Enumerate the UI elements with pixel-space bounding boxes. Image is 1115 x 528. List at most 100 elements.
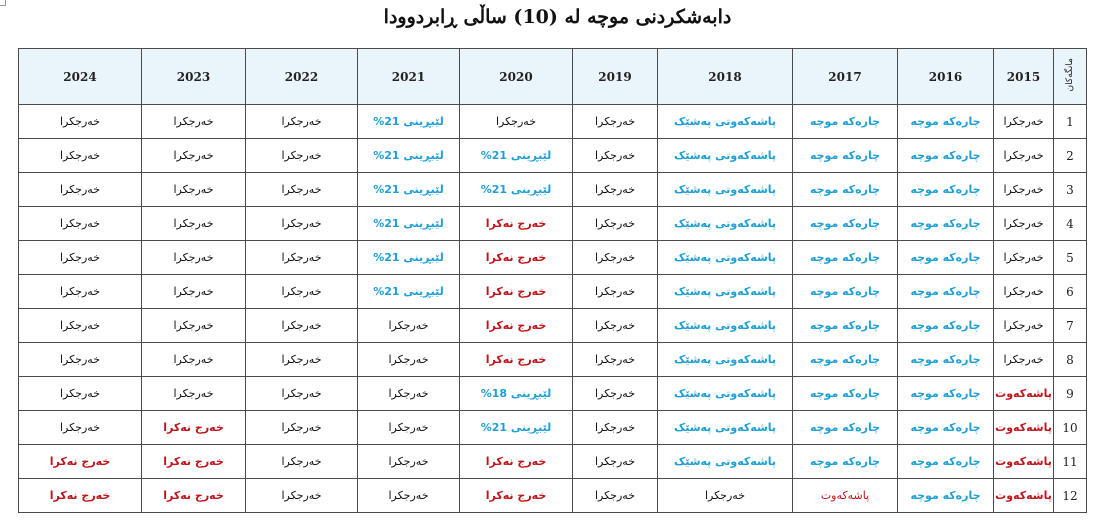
- status-cell: لێبڕینی 21%: [459, 410, 573, 445]
- status-cell: خەرج نەکرا: [18, 444, 142, 479]
- status-cell: خەرجکرا: [993, 172, 1054, 207]
- status-cell: خەرجکرا: [657, 478, 793, 513]
- table-row: خەرجکرا خەرجکرا خەرجکرا لێبڕینی 21% خەرج نەک…: [18, 206, 1087, 241]
- status-cell: چارەکە موچە: [792, 376, 898, 411]
- status-cell: پاشەکەوت: [993, 410, 1054, 445]
- status-cell: خەرجکرا: [245, 308, 358, 343]
- status-cell: خەرج نەکرا: [459, 342, 573, 377]
- status-cell: خەرجکرا: [572, 342, 658, 377]
- status-cell: خەرجکرا: [245, 138, 358, 173]
- table-row: خەرجکرا خەرجکرا خەرجکرا لێبڕینی 21% لێبڕینی …: [18, 172, 1087, 207]
- status-cell: پاشەکەوت: [993, 478, 1054, 513]
- table-row: خەرجکرا خەرجکرا خەرجکرا لێبڕینی 21% لێبڕینی …: [18, 138, 1087, 173]
- status-cell: خەرجکرا: [141, 138, 246, 173]
- status-cell: خەرجکرا: [141, 240, 246, 275]
- status-cell: پاشەکەوتی پەشێک: [657, 342, 793, 377]
- status-cell: خەرجکرا: [993, 274, 1054, 309]
- table-row: خەرجکرا خەرجکرا خەرجکرا لێبڕینی 21% خەرج نەک…: [18, 240, 1087, 275]
- table-row: خەرجکرا خەرجکرا خەرجکرا خەرجکرا خەرج نەکرا خە…: [18, 342, 1087, 377]
- status-cell: خەرج نەکرا: [459, 444, 573, 479]
- month-number: 9: [1053, 376, 1087, 411]
- status-cell: لێبڕینی 21%: [357, 274, 460, 309]
- status-cell: خەرج نەکرا: [459, 206, 573, 241]
- status-cell: چارەکە موچە: [792, 138, 898, 173]
- status-cell: خەرجکرا: [18, 104, 142, 139]
- month-number: 4: [1053, 206, 1087, 241]
- status-cell: چارەکە موچە: [897, 240, 994, 275]
- status-cell: چارەکە موچە: [792, 206, 898, 241]
- status-cell: لێبڕینی 21%: [459, 138, 573, 173]
- status-cell: خەرجکرا: [18, 410, 142, 445]
- status-cell: خەرجکرا: [572, 206, 658, 241]
- status-cell: لێبڕینی 18%: [459, 376, 573, 411]
- status-cell: خەرجکرا: [245, 444, 358, 479]
- status-cell: چارەکە موچە: [792, 444, 898, 479]
- table-row: خەرجکرا خەرجکرا خەرجکرا لێبڕینی 21% خەرجکرا خ…: [18, 104, 1087, 139]
- status-cell: خەرج نەکرا: [459, 478, 573, 513]
- status-cell: خەرجکرا: [572, 138, 658, 173]
- status-cell: خەرجکرا: [572, 410, 658, 445]
- year-header-2018: 2018: [657, 48, 793, 105]
- status-cell: خەرجکرا: [572, 376, 658, 411]
- status-cell: خەرجکرا: [993, 206, 1054, 241]
- status-cell: خەرجکرا: [459, 104, 573, 139]
- status-cell: پاشەکەوتی پەشێک: [657, 172, 793, 207]
- status-cell: پاشەکەوتی پەشێک: [657, 308, 793, 343]
- table-body: خەرجکرا خەرجکرا خەرجکرا لێبڕینی 21% خەرجکرا خ…: [18, 104, 1087, 513]
- table-row: خەرج نەکرا خەرج نەکرا خەرجکرا خەرجکرا خەرج ن…: [18, 444, 1087, 479]
- status-cell: خەرجکرا: [572, 104, 658, 139]
- status-cell: خەرجکرا: [993, 342, 1054, 377]
- status-cell: لێبڕینی 21%: [357, 172, 460, 207]
- table-row: خەرج نەکرا خەرج نەکرا خەرجکرا خەرجکرا خەرج ن…: [18, 478, 1087, 513]
- status-cell: چارەکە موچە: [897, 342, 994, 377]
- month-number: 7: [1053, 308, 1087, 343]
- month-number: 10: [1053, 410, 1087, 445]
- status-cell: خەرجکرا: [572, 172, 658, 207]
- status-cell: خەرجکرا: [993, 104, 1054, 139]
- corner-mark: [0, 0, 6, 6]
- status-cell: خەرجکرا: [245, 478, 358, 513]
- status-cell: چارەکە موچە: [897, 206, 994, 241]
- status-cell: چارەکە موچە: [792, 172, 898, 207]
- status-cell: خەرجکرا: [993, 138, 1054, 173]
- status-cell: خەرج نەکرا: [459, 308, 573, 343]
- status-cell: چارەکە موچە: [897, 138, 994, 173]
- status-cell: پاشەکەوتی پەشێک: [657, 274, 793, 309]
- year-header-2021: 2021: [357, 48, 460, 105]
- status-cell: خەرجکرا: [245, 240, 358, 275]
- status-cell: چارەکە موچە: [897, 172, 994, 207]
- status-cell: چارەکە موچە: [792, 104, 898, 139]
- status-cell: لێبڕینی 21%: [357, 206, 460, 241]
- status-cell: خەرجکرا: [245, 172, 358, 207]
- status-cell: خەرجکرا: [18, 342, 142, 377]
- status-cell: خەرجکرا: [357, 376, 460, 411]
- status-cell: خەرجکرا: [18, 274, 142, 309]
- status-cell: خەرجکرا: [993, 240, 1054, 275]
- year-header-2017: 2017: [792, 48, 898, 105]
- status-cell: خەرجکرا: [245, 274, 358, 309]
- status-cell: خەرج نەکرا: [459, 274, 573, 309]
- salary-table: 2024 2023 2022 2021 2020 2019 2018 2017 2016 2015…: [18, 48, 1087, 513]
- status-cell: خەرجکرا: [357, 410, 460, 445]
- status-cell: خەرجکرا: [141, 104, 246, 139]
- status-cell: خەرجکرا: [572, 274, 658, 309]
- status-cell: خەرجکرا: [245, 410, 358, 445]
- status-cell: پاشەکەوتی پەشێک: [657, 376, 793, 411]
- status-cell: خەرجکرا: [141, 342, 246, 377]
- status-cell: چارەکە موچە: [792, 308, 898, 343]
- status-cell: خەرجکرا: [141, 308, 246, 343]
- status-cell: چارەکە موچە: [792, 240, 898, 275]
- status-cell: خەرجکرا: [572, 478, 658, 513]
- year-header-2024: 2024: [18, 48, 142, 105]
- year-header-2020: 2020: [459, 48, 573, 105]
- year-header-2023: 2023: [141, 48, 246, 105]
- status-cell: چارەکە موچە: [792, 342, 898, 377]
- status-cell: پاشەکەوت: [993, 376, 1054, 411]
- year-header-2015: 2015: [993, 48, 1054, 105]
- year-header-2022: 2022: [245, 48, 358, 105]
- status-cell: خەرجکرا: [18, 308, 142, 343]
- status-cell: خەرجکرا: [18, 206, 142, 241]
- header-row: 2024 2023 2022 2021 2020 2019 2018 2017 2016 2015…: [18, 48, 1087, 105]
- status-cell: خەرجکرا: [357, 478, 460, 513]
- status-cell: لێبڕینی 21%: [357, 240, 460, 275]
